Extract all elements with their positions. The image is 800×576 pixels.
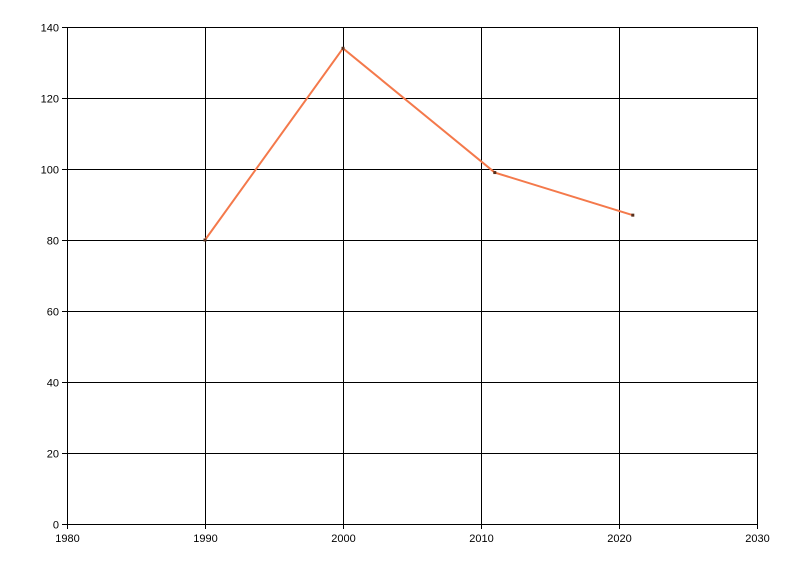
y-tick-label: 80 xyxy=(47,236,59,248)
y-tick-label: 100 xyxy=(41,165,59,177)
data-point-marker xyxy=(341,46,345,50)
y-tick-label: 120 xyxy=(41,94,59,106)
y-tick-label: 140 xyxy=(41,23,59,35)
x-tick-label: 2010 xyxy=(469,533,493,545)
series-line xyxy=(204,46,634,241)
y-tick-label: 60 xyxy=(47,307,59,319)
data-point-marker xyxy=(631,213,635,217)
x-tick-label: 1980 xyxy=(55,533,79,545)
x-tick-label: 2020 xyxy=(607,533,631,545)
y-tick-label: 0 xyxy=(53,520,59,532)
x-tick-label: 2030 xyxy=(745,533,769,545)
data-point-marker xyxy=(493,171,497,175)
x-tick-label: 2000 xyxy=(331,533,355,545)
x-tick-label: 1990 xyxy=(193,533,217,545)
data-point-marker xyxy=(203,238,207,242)
y-tick-label: 20 xyxy=(47,449,59,461)
y-tick-label: 40 xyxy=(47,378,59,390)
